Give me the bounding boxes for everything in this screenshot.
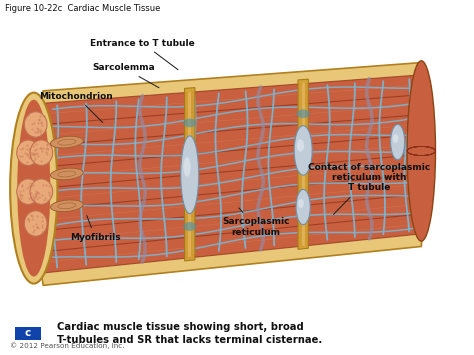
Text: Figure 10-22c  Cardiac Muscle Tissue: Figure 10-22c Cardiac Muscle Tissue	[5, 4, 161, 12]
Ellipse shape	[30, 140, 53, 165]
Ellipse shape	[183, 170, 196, 179]
Ellipse shape	[24, 112, 47, 137]
Ellipse shape	[183, 119, 196, 127]
Ellipse shape	[297, 139, 304, 152]
Polygon shape	[301, 83, 305, 246]
Text: Contact of sarcoplasmic
reticulum with
T tubule: Contact of sarcoplasmic reticulum with T…	[308, 163, 430, 214]
Ellipse shape	[50, 136, 83, 148]
Polygon shape	[27, 62, 428, 285]
Text: Myofibrils: Myofibrils	[70, 215, 120, 242]
Text: Sarcoplasmic
reticulum: Sarcoplasmic reticulum	[222, 208, 290, 237]
Text: © 2012 Pearson Education, Inc.: © 2012 Pearson Education, Inc.	[10, 342, 125, 349]
Text: Cardiac muscle tissue showing short, broad
T-tubules and SR that lacks terminal : Cardiac muscle tissue showing short, bro…	[57, 322, 323, 345]
Text: Sarcolemma: Sarcolemma	[92, 64, 159, 88]
Ellipse shape	[183, 157, 191, 177]
Ellipse shape	[50, 200, 83, 212]
Ellipse shape	[17, 100, 50, 277]
Text: c: c	[25, 328, 31, 338]
Ellipse shape	[298, 199, 304, 208]
Ellipse shape	[297, 109, 310, 118]
Ellipse shape	[296, 189, 310, 225]
Ellipse shape	[30, 179, 53, 204]
Ellipse shape	[391, 124, 405, 160]
Polygon shape	[184, 88, 195, 261]
Ellipse shape	[407, 61, 436, 241]
Ellipse shape	[24, 211, 47, 236]
Polygon shape	[43, 75, 419, 273]
Polygon shape	[298, 79, 309, 249]
Ellipse shape	[183, 222, 196, 231]
Ellipse shape	[17, 179, 39, 204]
Ellipse shape	[181, 136, 199, 214]
Ellipse shape	[50, 168, 83, 180]
Ellipse shape	[297, 211, 310, 220]
Polygon shape	[188, 92, 191, 257]
Text: Mitochondrion: Mitochondrion	[39, 92, 113, 122]
FancyBboxPatch shape	[15, 327, 41, 340]
Ellipse shape	[17, 140, 39, 165]
Ellipse shape	[10, 93, 57, 284]
Ellipse shape	[294, 126, 312, 175]
Ellipse shape	[393, 134, 398, 143]
Text: Entrance to T tubule: Entrance to T tubule	[90, 39, 195, 70]
Ellipse shape	[297, 160, 310, 169]
